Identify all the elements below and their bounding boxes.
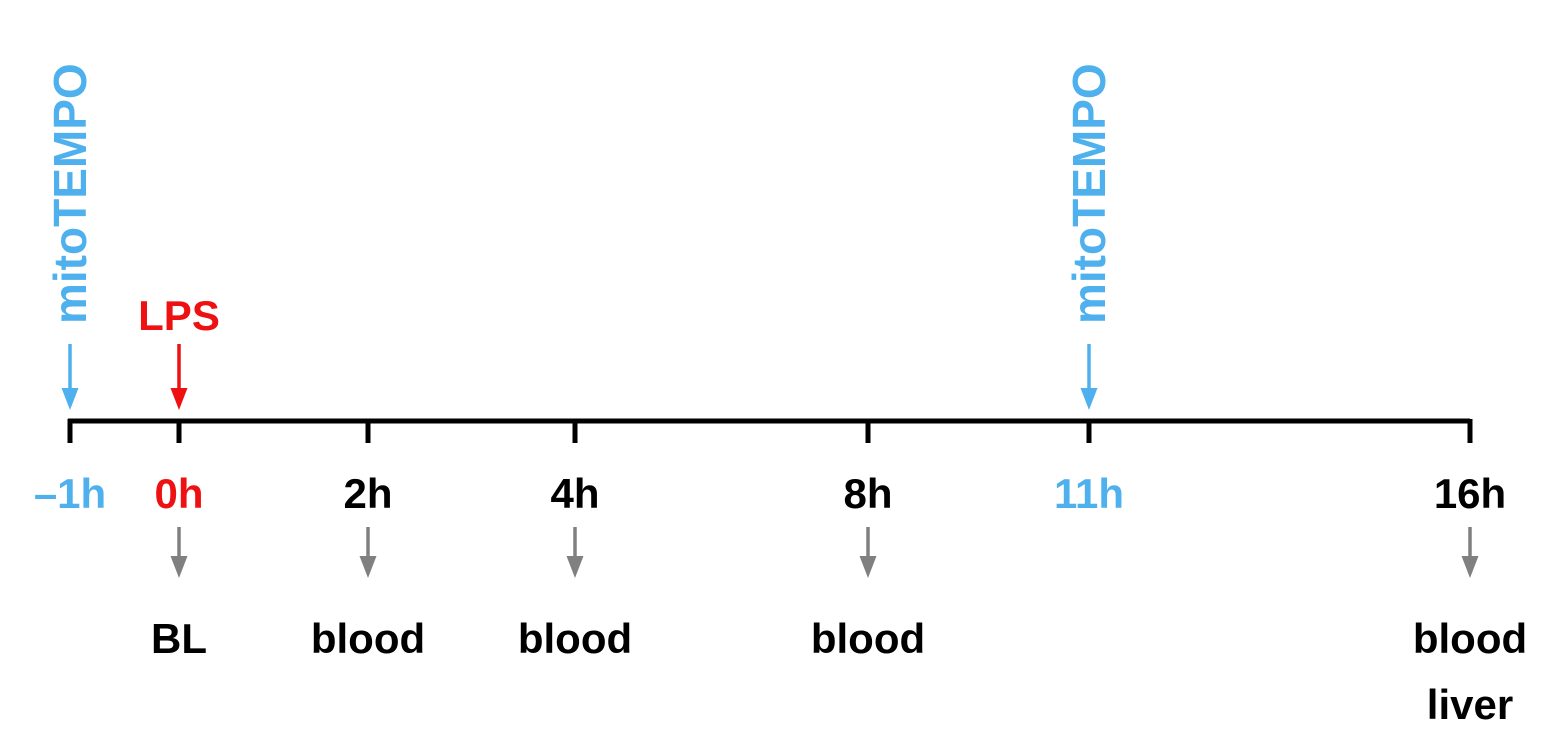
sample-arrow-head — [170, 556, 188, 578]
treatment-arrow-head — [170, 388, 188, 410]
sample-arrow — [566, 527, 584, 578]
tick-label: 2h — [343, 470, 392, 517]
sample-label: BL — [151, 615, 207, 662]
tick-label: –1h — [34, 470, 106, 517]
tick-label: 0h — [154, 470, 203, 517]
treatment-arrow — [1080, 344, 1098, 410]
sample-arrow — [170, 527, 188, 578]
sample-label: liver — [1427, 681, 1513, 728]
sample-arrow — [859, 527, 877, 578]
sample-label: blood — [518, 615, 632, 662]
treatment-arrow-head — [61, 388, 79, 410]
sample-arrow-head — [859, 556, 877, 578]
sample-label: blood — [811, 615, 925, 662]
treatment-arrow — [170, 344, 188, 410]
tick-label: 8h — [843, 470, 892, 517]
sample-label: blood — [311, 615, 425, 662]
sample-arrow-head — [566, 556, 584, 578]
tick-label: 11h — [1054, 470, 1124, 517]
sample-arrow — [1461, 527, 1479, 578]
treatment-arrow — [61, 344, 79, 410]
sample-arrow-head — [1461, 556, 1479, 578]
treatment-label: mitoTEMPO — [44, 63, 96, 324]
tick-label: 16h — [1434, 470, 1506, 517]
sample-label: blood — [1413, 615, 1527, 662]
sample-arrow-head — [359, 556, 377, 578]
treatment-label: mitoTEMPO — [1063, 63, 1115, 324]
sample-arrow — [359, 527, 377, 578]
treatment-label: LPS — [138, 292, 220, 339]
tick-label: 4h — [550, 470, 599, 517]
treatment-arrow-head — [1080, 388, 1098, 410]
